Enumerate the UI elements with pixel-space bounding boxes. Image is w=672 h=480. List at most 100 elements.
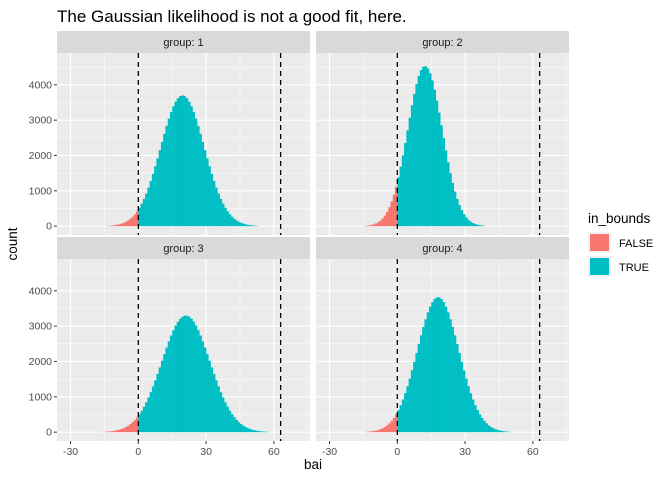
histogram-bar xyxy=(221,397,225,433)
histogram-bar xyxy=(185,315,189,433)
panel-strip-label: group: 2 xyxy=(422,37,462,49)
histogram-bar xyxy=(404,143,407,227)
histogram-bar xyxy=(498,430,502,433)
histogram-bar xyxy=(242,223,245,227)
histogram-bar xyxy=(165,125,168,227)
panel-2: group: 2 xyxy=(316,31,569,235)
histogram-bar xyxy=(374,430,378,433)
histogram-bar xyxy=(440,125,443,227)
histogram-bar xyxy=(117,224,121,227)
histogram-bar xyxy=(142,198,146,227)
histogram-bar xyxy=(145,402,148,433)
legend: in_bounds FALSE TRUE xyxy=(588,211,653,277)
histogram-bar xyxy=(224,402,227,433)
histogram-bar xyxy=(433,298,436,433)
histogram-bar xyxy=(388,207,391,227)
histogram-bar xyxy=(480,417,484,433)
histogram-bar xyxy=(485,423,488,433)
histogram-bar xyxy=(210,367,214,433)
histogram-bar xyxy=(246,428,250,433)
histogram-bar xyxy=(113,430,116,433)
histogram-bar xyxy=(160,360,164,433)
histogram-bar xyxy=(169,335,173,433)
histogram-bar xyxy=(167,118,171,227)
histogram-bar xyxy=(444,306,448,433)
histogram-bar xyxy=(447,162,450,227)
histogram-bar xyxy=(212,373,216,433)
histogram-bar xyxy=(183,96,187,227)
histogram-bar xyxy=(127,425,130,433)
histogram-bar xyxy=(156,158,159,227)
histogram-bar xyxy=(383,426,387,433)
panel-strip xyxy=(316,237,569,259)
histogram-bar xyxy=(206,158,209,227)
histogram-bar xyxy=(172,330,175,433)
histogram-bar xyxy=(226,211,229,227)
histogram-bar xyxy=(165,347,168,433)
histogram-bar xyxy=(120,429,123,433)
x-tick-label: 30 xyxy=(200,446,212,458)
histogram-bar xyxy=(145,193,148,227)
x-tick-label: 60 xyxy=(268,446,280,458)
histogram-bar xyxy=(401,155,405,227)
histogram-bar xyxy=(244,224,247,227)
histogram-bar xyxy=(108,431,112,433)
histogram-bar xyxy=(453,191,457,227)
histogram-bar xyxy=(117,429,121,433)
histogram-bar xyxy=(160,141,164,227)
y-tick-label: 4000 xyxy=(29,285,53,297)
histogram-bar xyxy=(372,224,375,227)
histogram-bar xyxy=(408,378,412,433)
histogram-bar xyxy=(131,422,135,433)
panel-strip-label: group: 1 xyxy=(163,37,203,49)
histogram-bar xyxy=(469,221,473,227)
histogram-bar xyxy=(201,341,205,433)
y-tick-label: 3000 xyxy=(29,115,53,127)
histogram-bar xyxy=(431,302,434,433)
histogram-bar xyxy=(219,392,223,433)
histogram-bar xyxy=(239,222,243,227)
panel-1: group: 1 xyxy=(57,31,310,235)
histogram-bar xyxy=(478,414,482,433)
histogram-bar xyxy=(136,417,139,433)
legend-title: in_bounds xyxy=(588,211,651,226)
histogram-bar xyxy=(435,100,439,227)
histogram-bar xyxy=(194,325,198,433)
histogram-bar xyxy=(113,225,116,227)
histogram-bar xyxy=(176,98,180,227)
histogram-bar xyxy=(395,186,398,227)
histogram-bar xyxy=(203,150,207,227)
histogram-bar xyxy=(120,223,123,227)
histogram-bar xyxy=(192,321,196,433)
histogram-bar xyxy=(190,318,193,433)
histogram-bar xyxy=(392,417,396,433)
histogram-bar xyxy=(208,166,211,227)
histogram-bar xyxy=(395,414,398,433)
histogram-bar xyxy=(219,198,223,227)
histogram-bar xyxy=(154,380,157,433)
histogram-bar xyxy=(115,224,119,227)
histogram-bar xyxy=(172,106,175,227)
histogram-bar xyxy=(372,431,375,433)
histogram-bar xyxy=(422,66,425,227)
x-axis-ticks: -30 0 30 60 -30 0 30 60 xyxy=(63,441,539,458)
histogram-bar xyxy=(376,222,380,227)
histogram-bar xyxy=(379,429,382,433)
histogram-bar xyxy=(258,431,261,433)
histogram-bar xyxy=(460,210,464,227)
histogram-bar xyxy=(249,429,252,433)
histogram-bar xyxy=(474,224,477,227)
histogram-bar xyxy=(188,316,191,433)
legend-swatch-false xyxy=(590,234,609,251)
histogram-bar xyxy=(440,298,443,433)
histogram-bar xyxy=(449,173,452,227)
histogram-bar xyxy=(124,221,128,227)
histogram-bar xyxy=(147,397,150,433)
histogram-bar xyxy=(163,133,166,227)
histogram-bar xyxy=(492,428,495,433)
panel-strip-label: group: 4 xyxy=(422,243,462,255)
histogram-bar xyxy=(370,224,373,227)
histogram-bar xyxy=(417,75,421,227)
histogram-bar xyxy=(428,306,432,433)
